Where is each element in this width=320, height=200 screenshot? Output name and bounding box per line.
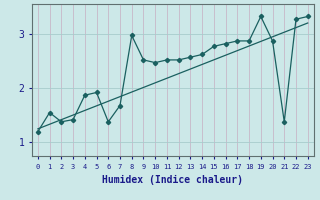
X-axis label: Humidex (Indice chaleur): Humidex (Indice chaleur) <box>102 175 243 185</box>
